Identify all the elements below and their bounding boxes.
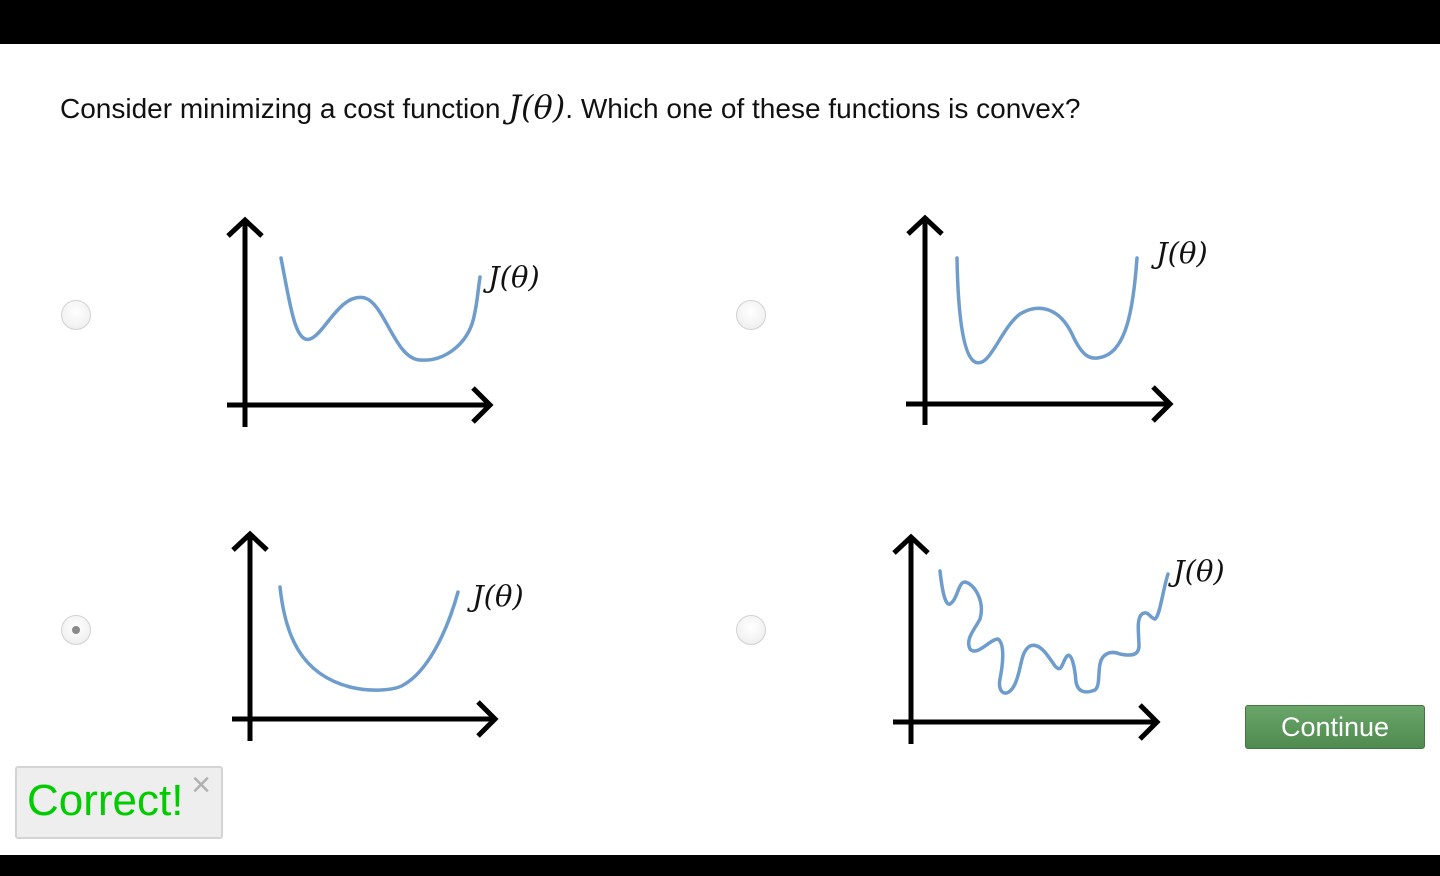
option-3-x-arrow — [476, 700, 499, 738]
option-4-x-arrow — [1138, 703, 1161, 741]
question-suffix: . Which one of these functions is convex… — [565, 93, 1081, 124]
option-1-x-arrow — [471, 386, 494, 424]
option-1-label: J(θ) — [483, 260, 540, 294]
option-2-y-arrow — [906, 214, 944, 236]
option-1-y-arrow — [226, 216, 264, 238]
option-2-radio[interactable] — [736, 300, 766, 330]
quiz-panel: Consider minimizing a cost function J(θ)… — [0, 44, 1440, 855]
option-4-curve — [938, 569, 1170, 695]
option-4-y-arrow — [892, 533, 930, 555]
continue-button[interactable]: Continue — [1245, 705, 1425, 749]
option-3-radio[interactable] — [61, 615, 91, 645]
question-prefix: Consider minimizing a cost function — [60, 93, 509, 124]
question-text: Consider minimizing a cost function J(θ)… — [60, 88, 1080, 126]
option-1-curve — [279, 256, 482, 362]
close-icon[interactable]: × — [191, 766, 211, 804]
option-2-curve — [955, 256, 1139, 365]
option-2-x-arrow — [1151, 385, 1174, 423]
option-2-label: J(θ) — [1151, 236, 1208, 270]
option-3-label: J(θ) — [467, 579, 524, 613]
question-math: J(θ) — [508, 88, 566, 126]
feedback-correct-text: Correct! — [27, 776, 184, 825]
option-3-curve — [278, 585, 460, 692]
option-4-label: J(θ) — [1168, 554, 1225, 588]
option-3-y-arrow — [231, 530, 269, 552]
feedback-box: Correct! × — [15, 766, 223, 839]
option-4-radio[interactable] — [736, 615, 766, 645]
option-1-radio[interactable] — [61, 300, 91, 330]
